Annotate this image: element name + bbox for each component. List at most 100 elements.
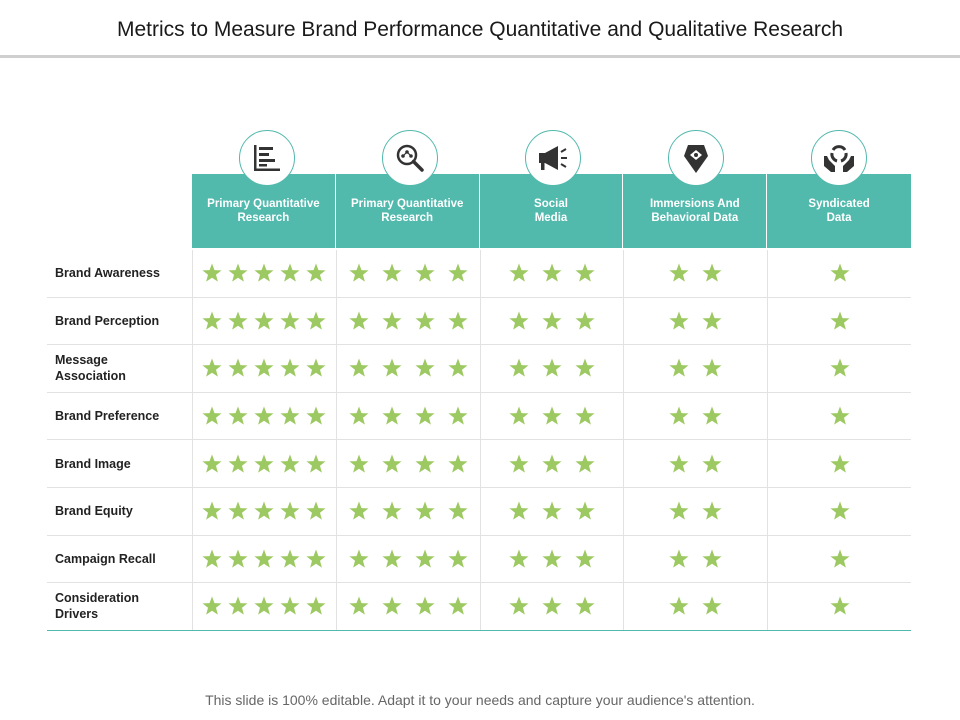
- rating-cell: [767, 440, 911, 487]
- star-icon: [280, 358, 300, 378]
- star-icon: [669, 596, 689, 616]
- star-icon: [202, 358, 222, 378]
- star-rating: [202, 263, 326, 282]
- star-rating: [830, 263, 850, 282]
- table-row: Consideration Drivers: [47, 583, 911, 631]
- star-rating: [349, 358, 468, 378]
- star-icon: [830, 454, 850, 473]
- star-icon: [702, 501, 722, 520]
- star-icon: [349, 549, 369, 568]
- star-icon: [542, 549, 562, 568]
- star-icon: [415, 263, 435, 282]
- star-icon: [202, 596, 222, 616]
- column-header: Social Media: [480, 174, 624, 248]
- star-icon: [702, 549, 722, 568]
- star-icon: [382, 358, 402, 378]
- star-rating: [669, 311, 722, 330]
- rating-cell: [479, 250, 624, 297]
- star-icon: [575, 549, 595, 568]
- star-icon: [280, 501, 300, 520]
- rating-cell: [192, 297, 336, 345]
- star-icon: [349, 501, 369, 520]
- star-icon: [702, 454, 722, 473]
- star-icon: [575, 454, 595, 473]
- table-row: Brand Perception: [47, 297, 911, 346]
- row-label: Message Association: [55, 353, 126, 384]
- star-rating: [202, 596, 326, 616]
- star-icon: [349, 454, 369, 473]
- rating-cell: [479, 392, 624, 440]
- rating-cell: [192, 583, 336, 630]
- rating-cell: [335, 345, 480, 392]
- row-label: Campaign Recall: [55, 551, 156, 566]
- star-rating: [669, 501, 722, 520]
- star-icon: [575, 263, 595, 282]
- rating-cell: [479, 297, 624, 345]
- star-icon: [702, 596, 722, 616]
- star-rating: [509, 406, 595, 425]
- star-rating: [349, 263, 468, 282]
- rating-cell: [767, 535, 911, 583]
- star-icon: [448, 454, 468, 473]
- star-icon: [254, 501, 274, 520]
- star-icon: [415, 596, 435, 616]
- star-icon: [349, 358, 369, 378]
- star-icon: [280, 454, 300, 473]
- star-icon: [830, 358, 850, 378]
- star-icon: [669, 549, 689, 568]
- star-icon: [415, 454, 435, 473]
- rating-cell: [335, 440, 480, 487]
- star-icon: [306, 596, 326, 616]
- star-rating: [509, 549, 595, 568]
- star-icon: [415, 406, 435, 425]
- star-icon: [306, 311, 326, 330]
- star-icon: [382, 406, 402, 425]
- star-icon: [415, 311, 435, 330]
- star-icon: [509, 596, 529, 616]
- star-rating: [669, 454, 722, 473]
- star-icon: [228, 311, 248, 330]
- rating-cell: [767, 250, 911, 297]
- star-icon: [830, 311, 850, 330]
- star-rating: [669, 549, 722, 568]
- rating-cell: [479, 440, 624, 487]
- star-icon: [228, 358, 248, 378]
- rating-cell: [192, 392, 336, 440]
- rating-cell: [335, 535, 480, 583]
- star-icon: [254, 454, 274, 473]
- star-icon: [202, 549, 222, 568]
- hands-recycle-icon: [811, 130, 867, 186]
- star-icon: [254, 263, 274, 282]
- star-icon: [228, 263, 248, 282]
- star-rating: [830, 358, 850, 378]
- star-icon: [542, 263, 562, 282]
- star-icon: [202, 263, 222, 282]
- star-icon: [306, 406, 326, 425]
- rating-cell: [623, 535, 767, 583]
- star-icon: [448, 501, 468, 520]
- rating-cell: [623, 297, 767, 345]
- star-icon: [280, 596, 300, 616]
- row-label: Brand Image: [55, 456, 131, 471]
- rating-cell: [192, 440, 336, 487]
- rating-cell: [623, 583, 767, 630]
- star-icon: [349, 596, 369, 616]
- table-row: Brand Image: [47, 440, 911, 488]
- column-header: Syndicated Data: [808, 198, 870, 224]
- star-icon: [306, 501, 326, 520]
- star-rating: [669, 263, 722, 282]
- star-icon: [349, 311, 369, 330]
- star-icon: [509, 501, 529, 520]
- star-rating: [669, 406, 722, 425]
- table-row: Message Association: [47, 345, 911, 393]
- star-icon: [202, 406, 222, 425]
- star-icon: [509, 311, 529, 330]
- star-rating: [509, 358, 595, 378]
- star-icon: [575, 501, 595, 520]
- magnifier-icon: [382, 130, 438, 186]
- star-icon: [542, 311, 562, 330]
- star-icon: [542, 454, 562, 473]
- star-rating: [509, 263, 595, 282]
- table-row: Campaign Recall: [47, 535, 911, 584]
- star-icon: [830, 501, 850, 520]
